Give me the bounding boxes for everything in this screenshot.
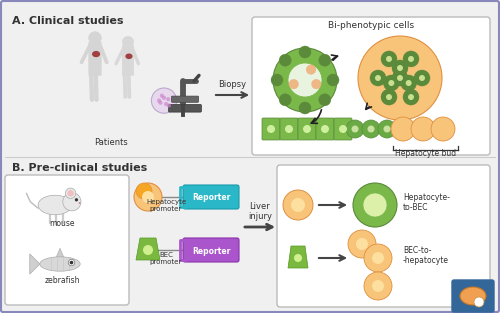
Text: Liver
injury: Liver injury [248, 202, 272, 221]
Circle shape [352, 126, 358, 132]
Polygon shape [30, 254, 40, 274]
FancyBboxPatch shape [298, 118, 316, 140]
Circle shape [136, 183, 152, 199]
Circle shape [381, 51, 397, 67]
FancyBboxPatch shape [122, 45, 134, 75]
Circle shape [299, 46, 311, 58]
Circle shape [362, 120, 380, 138]
Circle shape [271, 74, 283, 86]
Circle shape [162, 96, 166, 100]
Circle shape [306, 64, 316, 74]
Ellipse shape [460, 287, 486, 305]
Circle shape [363, 193, 387, 217]
Circle shape [288, 63, 322, 97]
Circle shape [291, 198, 305, 212]
Circle shape [375, 75, 381, 81]
Circle shape [267, 125, 275, 133]
Circle shape [303, 125, 311, 133]
FancyBboxPatch shape [452, 280, 494, 312]
Circle shape [167, 103, 171, 108]
FancyBboxPatch shape [316, 118, 334, 140]
Circle shape [273, 48, 337, 112]
Circle shape [348, 230, 376, 258]
Circle shape [152, 88, 176, 113]
Circle shape [283, 190, 313, 220]
Circle shape [78, 202, 80, 204]
Circle shape [279, 54, 291, 66]
Circle shape [358, 36, 442, 120]
Circle shape [400, 75, 416, 91]
Polygon shape [56, 248, 64, 257]
Circle shape [319, 54, 331, 66]
Text: A. Clinical studies: A. Clinical studies [12, 16, 124, 26]
Circle shape [88, 32, 102, 44]
Circle shape [408, 56, 414, 62]
Circle shape [384, 126, 390, 132]
FancyBboxPatch shape [280, 118, 298, 140]
FancyBboxPatch shape [183, 238, 239, 262]
Circle shape [364, 244, 392, 272]
Circle shape [378, 120, 396, 138]
Circle shape [66, 188, 76, 198]
Circle shape [279, 94, 291, 106]
Circle shape [397, 75, 403, 81]
FancyBboxPatch shape [5, 175, 129, 305]
Circle shape [143, 245, 153, 255]
FancyBboxPatch shape [172, 96, 198, 102]
Circle shape [158, 100, 162, 105]
Text: Patients: Patients [94, 138, 128, 147]
Circle shape [370, 70, 386, 86]
Circle shape [397, 65, 403, 71]
Circle shape [391, 117, 415, 141]
Circle shape [68, 259, 75, 266]
Circle shape [122, 36, 134, 48]
Circle shape [431, 117, 455, 141]
Text: Bi-phenotypic cells: Bi-phenotypic cells [328, 21, 414, 30]
Circle shape [386, 56, 392, 62]
FancyBboxPatch shape [183, 185, 239, 209]
Circle shape [70, 261, 73, 264]
Text: Hepatocyte bud: Hepatocyte bud [395, 149, 456, 158]
Circle shape [406, 80, 411, 86]
Circle shape [160, 94, 164, 98]
Circle shape [166, 97, 170, 101]
Circle shape [319, 94, 331, 106]
Ellipse shape [126, 54, 132, 59]
Circle shape [134, 183, 162, 211]
Circle shape [474, 297, 484, 307]
Ellipse shape [92, 51, 100, 57]
Circle shape [312, 79, 322, 89]
Text: Hepatocyte-
to-BEC: Hepatocyte- to-BEC [403, 193, 450, 213]
Circle shape [321, 125, 329, 133]
Circle shape [392, 70, 408, 86]
Text: Hepatocyte
promoter: Hepatocyte promoter [146, 199, 186, 212]
Circle shape [364, 272, 392, 300]
Circle shape [372, 252, 384, 264]
Circle shape [294, 254, 302, 262]
Circle shape [414, 70, 430, 86]
Text: BEC-to-
-hepatocyte: BEC-to- -hepatocyte [403, 246, 449, 265]
FancyBboxPatch shape [262, 118, 280, 140]
Circle shape [392, 60, 408, 76]
Circle shape [419, 75, 425, 81]
Circle shape [63, 192, 81, 211]
Text: Reporter: Reporter [192, 193, 230, 203]
Circle shape [285, 125, 293, 133]
Circle shape [372, 280, 384, 292]
Text: Reporter: Reporter [192, 247, 230, 255]
FancyBboxPatch shape [88, 42, 102, 75]
Circle shape [353, 183, 397, 227]
Text: Biopsy: Biopsy [218, 80, 246, 89]
Circle shape [288, 79, 298, 89]
Circle shape [408, 94, 414, 100]
Circle shape [368, 126, 374, 132]
Circle shape [157, 99, 161, 103]
Circle shape [164, 102, 168, 106]
Circle shape [403, 89, 419, 105]
Circle shape [68, 190, 74, 197]
FancyBboxPatch shape [277, 165, 490, 307]
Circle shape [403, 51, 419, 67]
Circle shape [388, 80, 394, 86]
Polygon shape [288, 246, 308, 268]
